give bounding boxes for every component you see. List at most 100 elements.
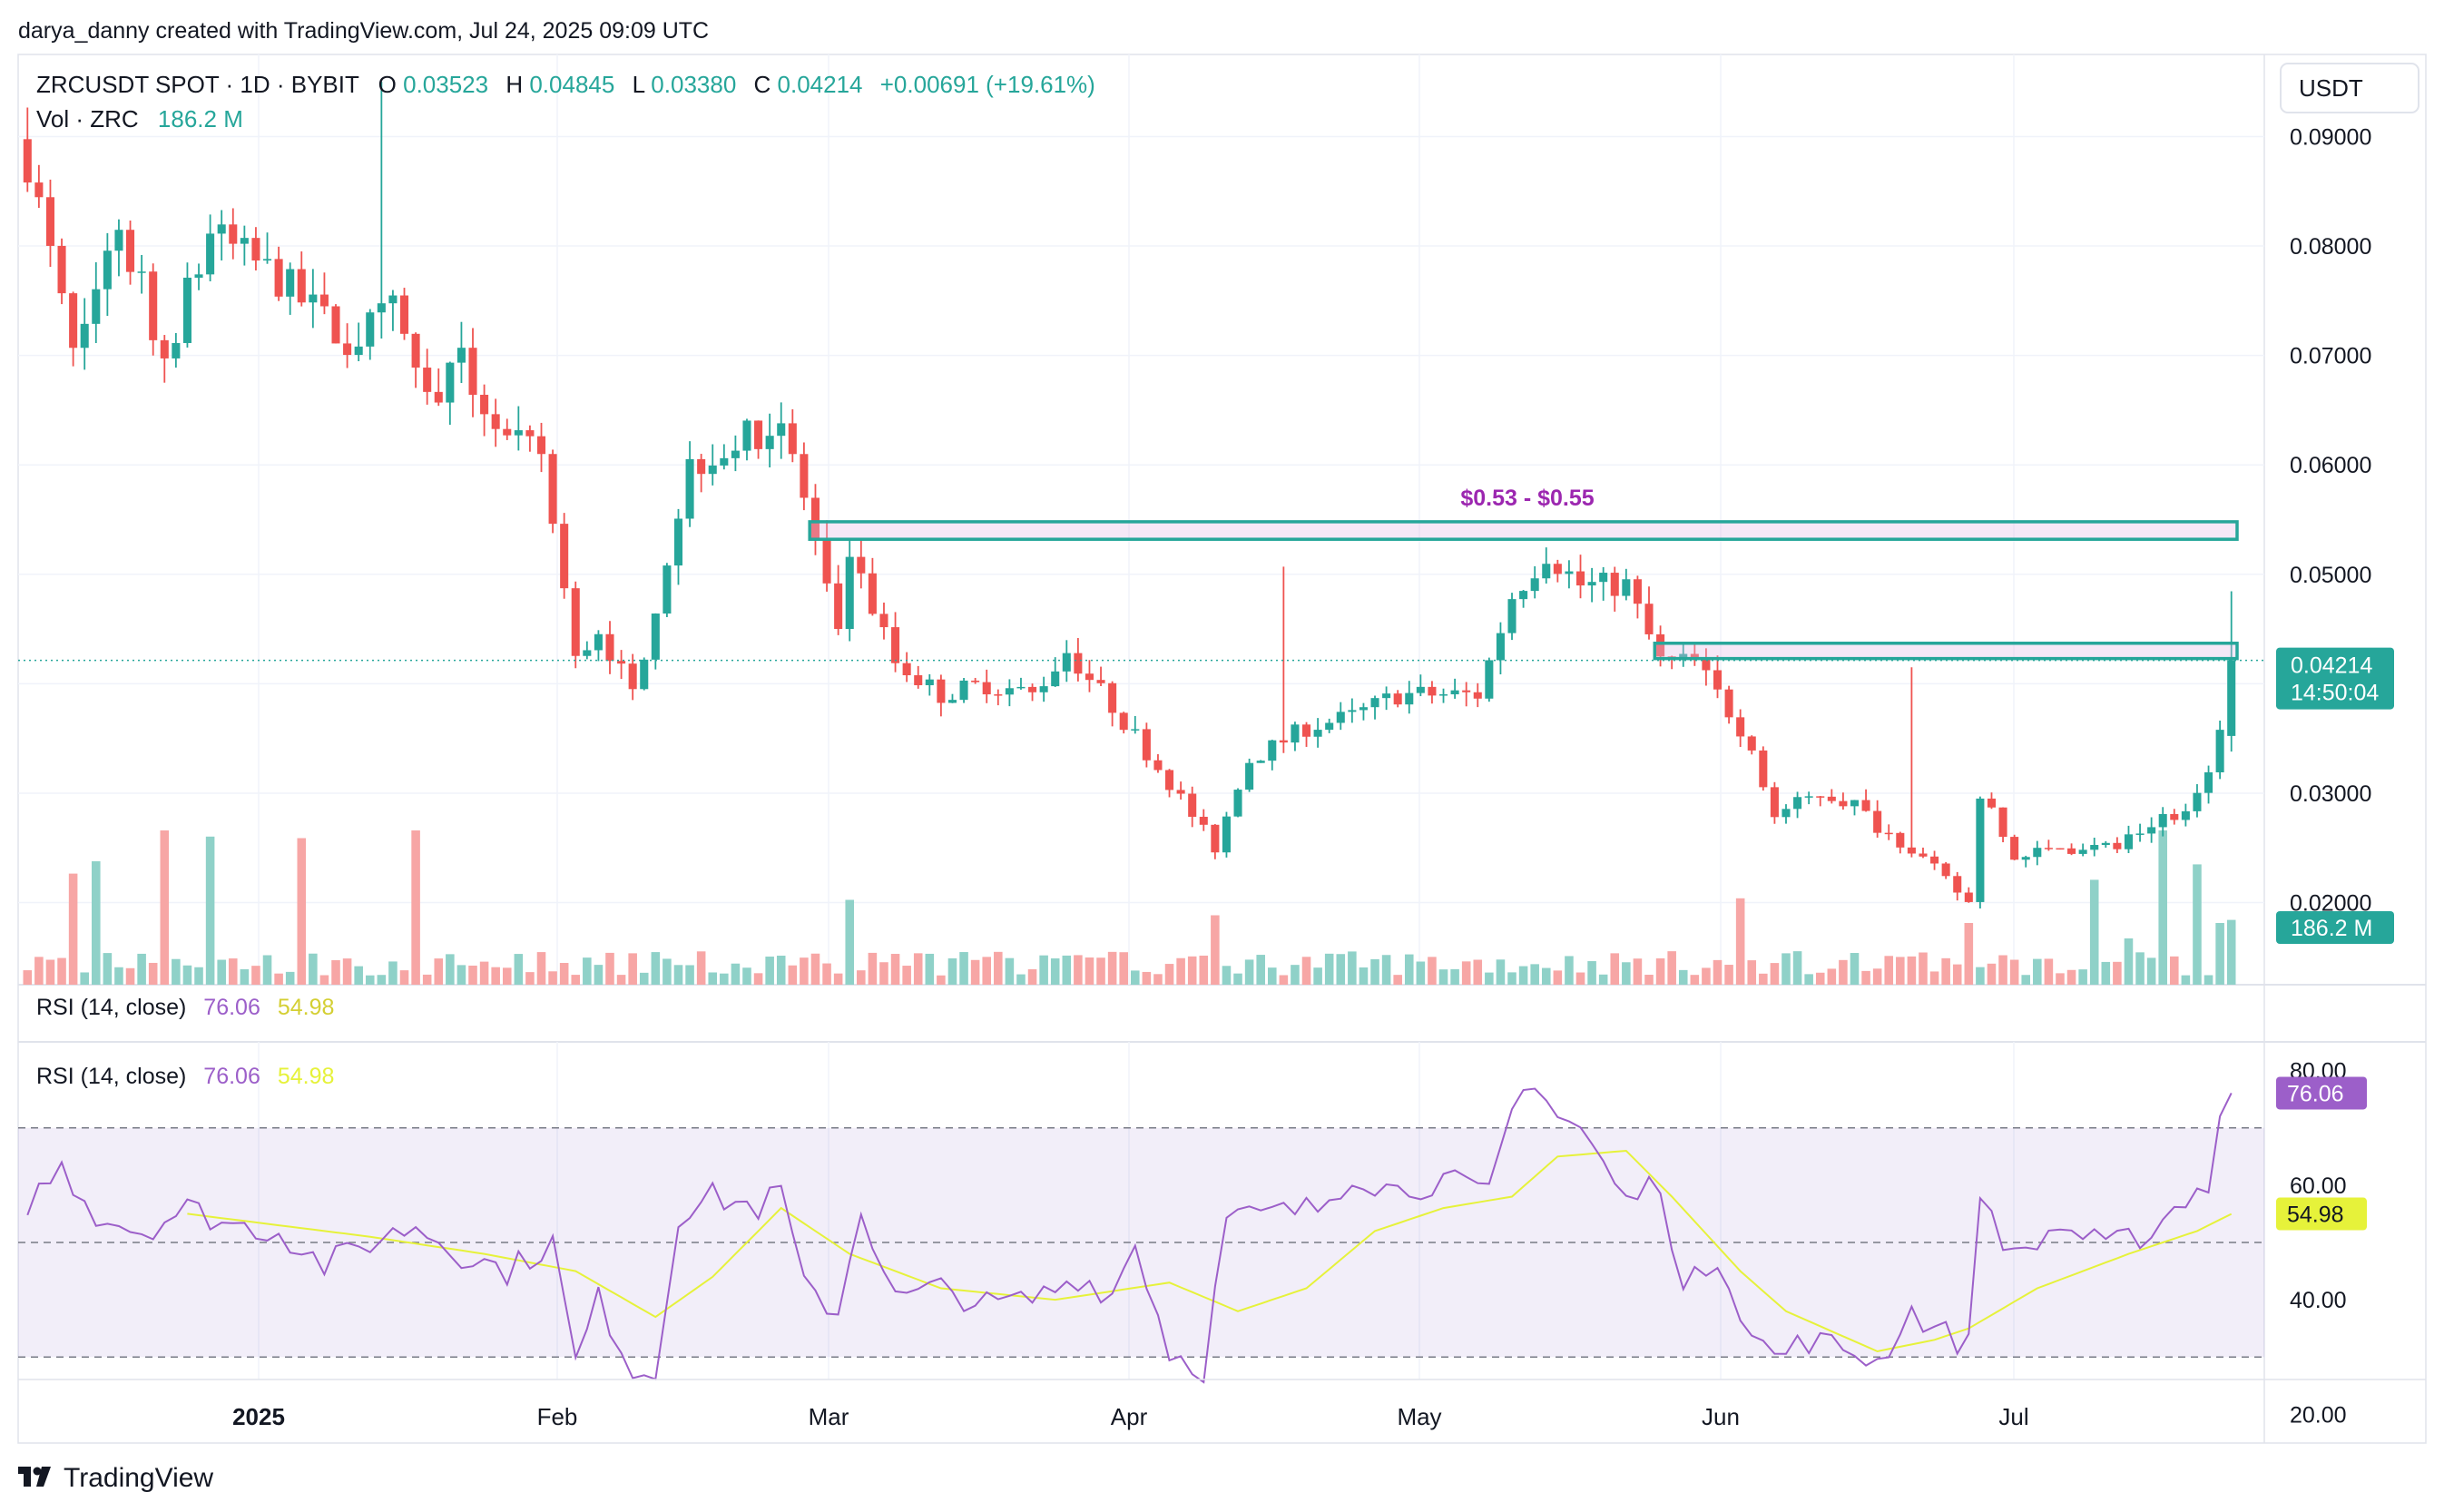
- candle-body[interactable]: [1839, 800, 1848, 807]
- candle-body[interactable]: [1051, 671, 1060, 687]
- candle-body[interactable]: [1153, 760, 1163, 771]
- candle-body[interactable]: [925, 679, 934, 685]
- candle-body[interactable]: [640, 659, 649, 690]
- candle-body[interactable]: [822, 540, 831, 584]
- candle-body[interactable]: [1416, 686, 1425, 693]
- currency-button-frame[interactable]: [2280, 63, 2419, 113]
- candle-body[interactable]: [80, 323, 89, 349]
- candle-body[interactable]: [2124, 834, 2133, 849]
- candle-body[interactable]: [1987, 798, 1997, 808]
- candle-body[interactable]: [1062, 653, 1071, 672]
- candle-body[interactable]: [800, 454, 809, 498]
- candle-body[interactable]: [571, 588, 580, 656]
- candle-body[interactable]: [388, 295, 398, 304]
- candle-body[interactable]: [914, 675, 923, 685]
- candle-body[interactable]: [1393, 693, 1402, 705]
- candle-body[interactable]: [937, 679, 946, 703]
- candle-body[interactable]: [2101, 842, 2110, 846]
- candle-body[interactable]: [377, 303, 386, 313]
- candle-body[interactable]: [947, 700, 957, 703]
- candle-body[interactable]: [2215, 730, 2224, 772]
- candle-body[interactable]: [34, 182, 44, 198]
- candle-body[interactable]: [617, 661, 626, 664]
- candle-body[interactable]: [1188, 793, 1197, 817]
- candle-body[interactable]: [2010, 837, 2019, 860]
- price-axis[interactable]: 0.09000 0.08000 0.07000 0.06000 0.05000 0.030…: [2290, 124, 2371, 916]
- candle-body[interactable]: [1473, 692, 1482, 699]
- candle-body[interactable]: [1279, 740, 1288, 743]
- candle-body[interactable]: [959, 680, 968, 701]
- candle-body[interactable]: [1108, 682, 1117, 713]
- candle-body[interactable]: [309, 294, 318, 303]
- candle-body[interactable]: [673, 518, 683, 566]
- candle-body[interactable]: [857, 556, 866, 574]
- candle-body[interactable]: [1599, 573, 1608, 583]
- candle-body[interactable]: [777, 423, 786, 437]
- candle-body[interactable]: [583, 650, 592, 656]
- candle-body[interactable]: [103, 250, 112, 290]
- candle-body[interactable]: [45, 197, 54, 246]
- candle-body[interactable]: [1884, 832, 1893, 835]
- candle-body[interactable]: [810, 497, 820, 541]
- tradingview-logo[interactable]: TradingView: [18, 1463, 213, 1493]
- candle-body[interactable]: [1587, 582, 1596, 586]
- candle-body[interactable]: [149, 271, 158, 340]
- candle-body[interactable]: [1941, 863, 1950, 877]
- candle-body[interactable]: [1907, 847, 1916, 854]
- candle-body[interactable]: [1165, 770, 1174, 790]
- candle-body[interactable]: [1233, 790, 1242, 817]
- candle-body[interactable]: [1131, 729, 1140, 731]
- candle-body[interactable]: [1702, 658, 1711, 671]
- candle-body[interactable]: [343, 343, 352, 356]
- candle-body[interactable]: [1119, 712, 1128, 731]
- candle-body[interactable]: [560, 524, 569, 589]
- candle-body[interactable]: [69, 293, 78, 349]
- candle-body[interactable]: [628, 663, 637, 690]
- candle-body[interactable]: [354, 346, 363, 356]
- candle-body[interactable]: [206, 233, 215, 275]
- candle-body[interactable]: [1268, 740, 1277, 761]
- candle-body[interactable]: [319, 294, 329, 307]
- candle-body[interactable]: [1485, 660, 1494, 699]
- candle-body[interactable]: [1301, 724, 1311, 737]
- candle-body[interactable]: [1016, 686, 1026, 689]
- resistance-zone[interactable]: [1653, 642, 2239, 661]
- annotation-zones[interactable]: [808, 520, 2239, 661]
- candle-body[interactable]: [731, 450, 740, 458]
- candle-body[interactable]: [366, 312, 375, 347]
- candle-body[interactable]: [868, 573, 877, 614]
- candle-body[interactable]: [182, 277, 191, 343]
- candle-body[interactable]: [262, 259, 272, 261]
- candle-body[interactable]: [297, 269, 306, 303]
- candle-body[interactable]: [1096, 680, 1105, 683]
- candle-body[interactable]: [1336, 712, 1345, 723]
- candle-body[interactable]: [1998, 807, 2007, 838]
- candle-body[interactable]: [1028, 686, 1037, 692]
- candle-body[interactable]: [708, 465, 717, 475]
- candle-body[interactable]: [1747, 736, 1756, 751]
- candle-body[interactable]: [126, 230, 135, 272]
- candle-body[interactable]: [456, 348, 466, 363]
- candle-body[interactable]: [879, 614, 888, 628]
- candle-body[interactable]: [2227, 660, 2236, 736]
- candle-body[interactable]: [788, 423, 797, 455]
- candle-body[interactable]: [1176, 790, 1185, 794]
- candle-body[interactable]: [1519, 591, 1528, 600]
- candle-body[interactable]: [423, 368, 432, 392]
- candle-body[interactable]: [1816, 796, 1825, 798]
- candle-body[interactable]: [1074, 653, 1083, 674]
- candle-body[interactable]: [2170, 813, 2179, 820]
- candle-body[interactable]: [1565, 571, 1574, 574]
- candle-body[interactable]: [491, 414, 500, 429]
- candle-body[interactable]: [2067, 848, 2076, 854]
- candle-body[interactable]: [1370, 698, 1379, 708]
- candle-body[interactable]: [1736, 717, 1745, 737]
- candle-body[interactable]: [1953, 876, 1962, 893]
- candle-body[interactable]: [1793, 797, 1802, 810]
- candle-body[interactable]: [1622, 579, 1631, 596]
- candle-body[interactable]: [720, 457, 729, 466]
- candle-body[interactable]: [1462, 690, 1471, 692]
- candle-body[interactable]: [172, 342, 181, 358]
- candle-body[interactable]: [891, 627, 900, 663]
- candle-body[interactable]: [594, 633, 603, 651]
